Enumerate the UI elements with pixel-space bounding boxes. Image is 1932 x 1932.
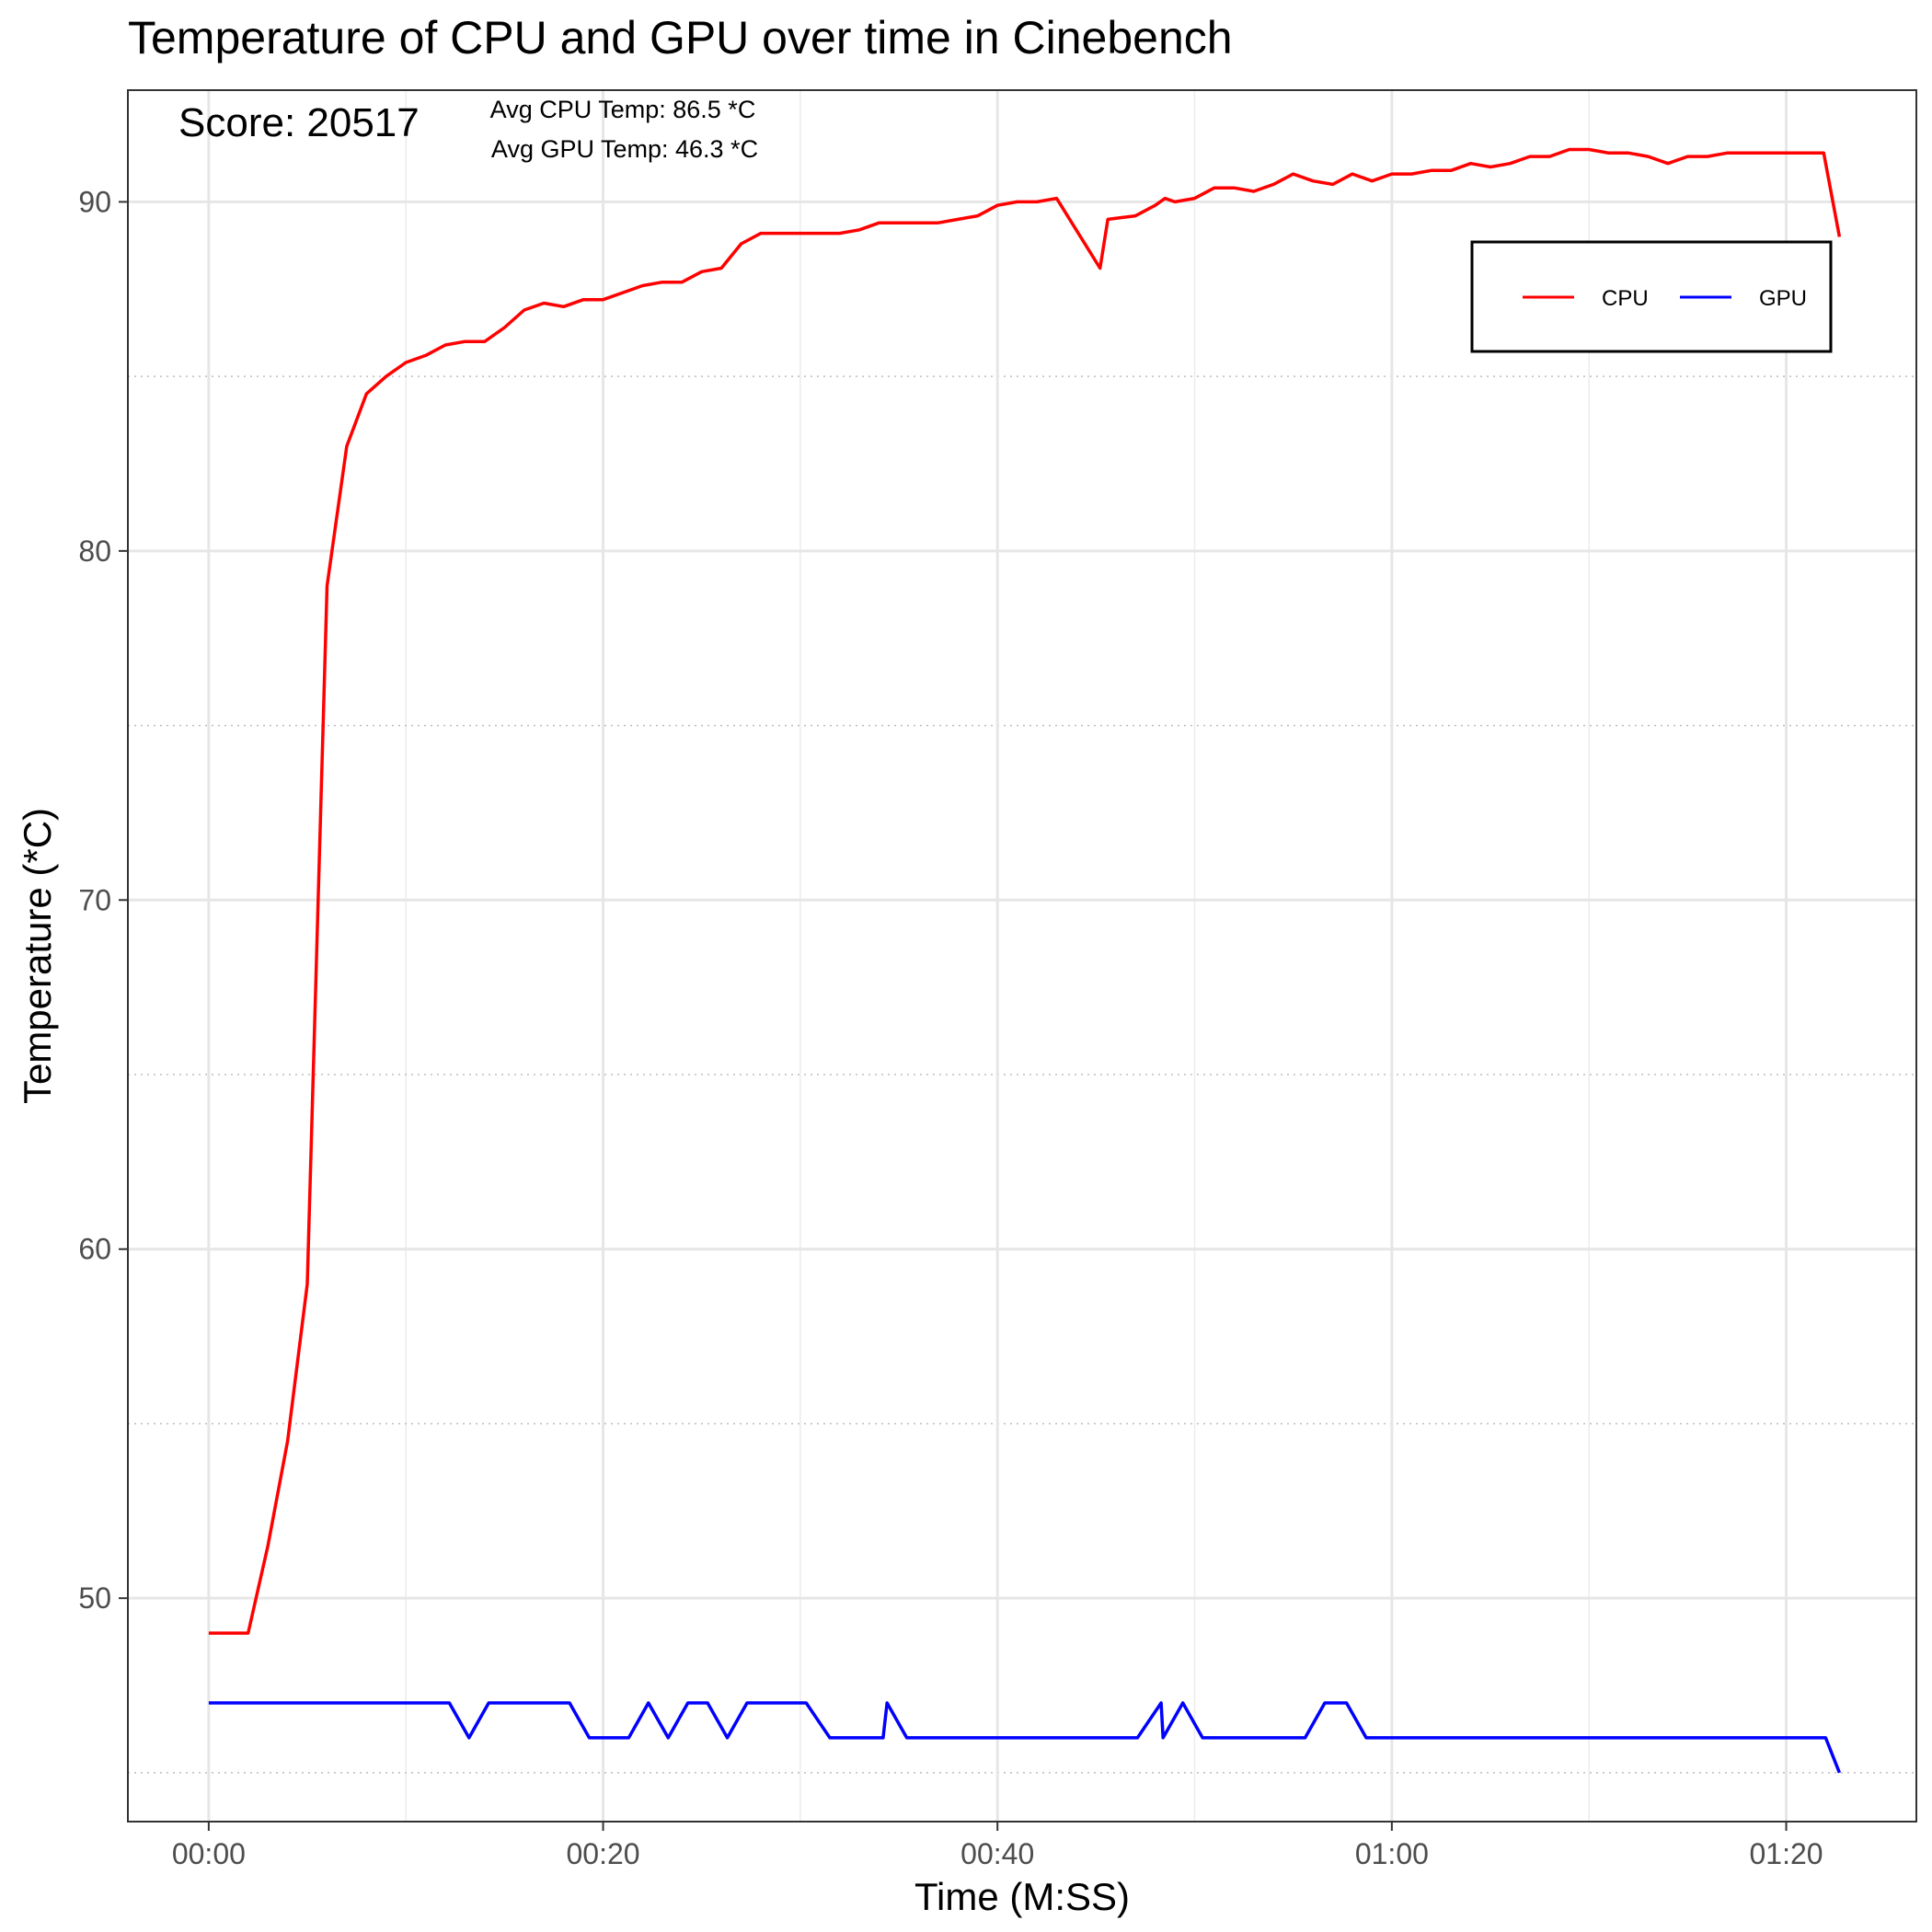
x-tick-label: 00:00 — [172, 1837, 246, 1870]
legend-label-gpu: GPU — [1759, 286, 1807, 311]
series-line-cpu — [208, 147, 1842, 1635]
x-tick-label: 01:00 — [1355, 1837, 1429, 1870]
y-tick-label: 90 — [78, 185, 111, 218]
y-tick-label: 60 — [78, 1233, 111, 1266]
avg-gpu-annotation: Avg GPU Temp: 46.3 *C — [491, 135, 758, 163]
x-tick-label: 00:40 — [960, 1837, 1034, 1870]
x-tick-label: 01:20 — [1750, 1837, 1823, 1870]
axis-ticks: 00:00 00:20 00:40 01:00 01:20 50 60 70 80 90 — [78, 185, 1823, 1870]
score-annotation: Score: 20517 — [178, 100, 420, 145]
panel-border — [127, 89, 1917, 1823]
y-axis-label: Temperature (*C) — [16, 808, 59, 1104]
legend: CPU GPU — [1470, 240, 1833, 353]
x-tick-label: 00:20 — [567, 1837, 640, 1870]
series-group — [208, 147, 1842, 1774]
y-tick-label: 80 — [78, 535, 111, 568]
legend-label-cpu: CPU — [1602, 286, 1649, 311]
x-axis-label: Time (M:SS) — [914, 1875, 1130, 1918]
chart-title: Temperature of CPU and GPU over time in … — [128, 12, 1233, 63]
y-tick-label: 50 — [78, 1581, 111, 1615]
series-line-gpu — [208, 1701, 1842, 1774]
avg-cpu-annotation: Avg CPU Temp: 86.5 *C — [490, 96, 756, 123]
y-tick-label: 70 — [78, 883, 111, 916]
